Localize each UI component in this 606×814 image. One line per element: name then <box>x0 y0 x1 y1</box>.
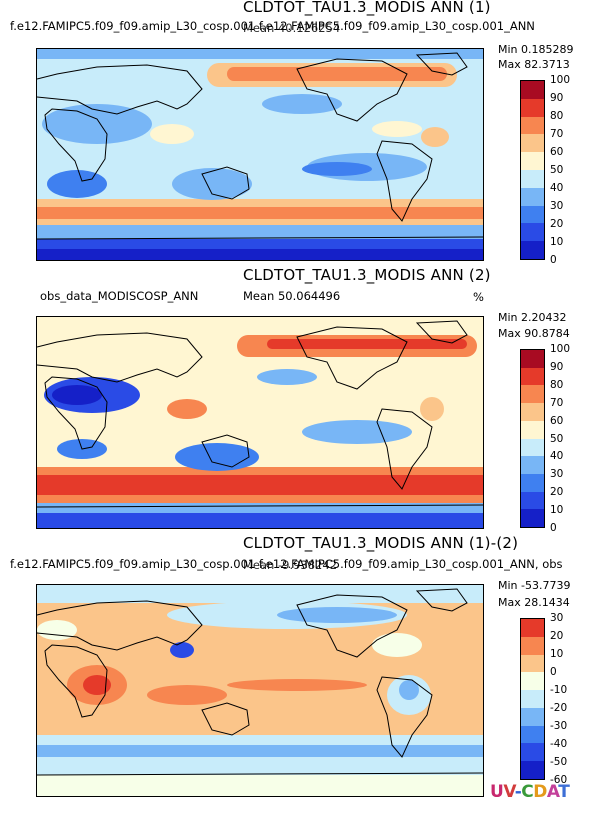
cb1-tick: 40 <box>550 182 564 194</box>
panel2-map <box>36 316 484 529</box>
panel1-colorbar: 100 90 80 70 60 50 40 30 20 10 0 <box>520 74 570 266</box>
cb3-tick: -30 <box>550 720 568 732</box>
cb3-seg <box>521 690 544 708</box>
panel1-max: Max 82.3713 <box>498 58 570 71</box>
logo-letter: A <box>546 782 559 802</box>
panel2-subtitle: obs_data_MODISCOSP_ANN <box>40 289 199 303</box>
cb2-seg <box>521 509 544 528</box>
cb2-tick: 80 <box>550 379 564 391</box>
cb1-seg <box>521 98 544 117</box>
logo-letter: - <box>514 782 522 802</box>
cb3-seg <box>521 619 544 637</box>
cb2-tick: 30 <box>550 468 564 480</box>
cb3-seg <box>521 672 544 691</box>
cb3-tick: 10 <box>550 648 564 660</box>
panel3-min: Min -53.7739 <box>498 579 571 592</box>
cb2-tick: 20 <box>550 486 564 498</box>
cb2-seg <box>521 385 544 404</box>
cb2-seg <box>521 456 544 474</box>
cb3-tick: -40 <box>550 738 568 750</box>
cb1-seg <box>521 169 544 188</box>
p1-coastlines <box>37 52 483 240</box>
cb3-seg <box>521 636 544 655</box>
logo-letter: C <box>521 782 534 802</box>
cb3-seg <box>521 725 544 744</box>
cb3-seg <box>521 707 544 726</box>
cb2-seg <box>521 438 544 457</box>
cb1-tick: 70 <box>550 128 564 140</box>
cb1-tick: 20 <box>550 218 564 230</box>
logo-letter: D <box>533 782 547 802</box>
uvcdat-logo: UV-CDAT <box>490 782 570 802</box>
cb1-tick: 50 <box>550 164 564 176</box>
panel3-max: Max 28.1434 <box>498 596 570 609</box>
panel3-map <box>36 584 484 797</box>
panel1-mean: Mean 40.126254 <box>243 21 341 35</box>
cb2-tick: 100 <box>550 343 571 355</box>
logo-letter: V <box>503 782 515 802</box>
cb1-tick: 80 <box>550 110 564 122</box>
cb1-seg <box>521 187 544 206</box>
p2-coastlines <box>37 320 483 508</box>
cb3-seg <box>521 743 544 762</box>
cb3-tick: -10 <box>550 684 568 696</box>
panel3-colorbar: 30 20 10 0 -10 -20 -30 -40 -50 -60 <box>520 612 567 786</box>
cb2-tick: 40 <box>550 450 564 462</box>
cb2-seg <box>521 350 544 368</box>
panel2-mean: Mean 50.064496 <box>243 289 341 303</box>
logo-letter: T <box>558 782 570 802</box>
panel2-title: CLDTOT_TAU1.3_MODIS ANN (2) <box>243 266 491 284</box>
panel2-colorbar-box <box>520 349 545 528</box>
panel1-colorbar-box <box>520 80 545 260</box>
cb3-seg <box>521 761 544 780</box>
cb1-seg <box>521 116 544 135</box>
panel2-max: Max 90.8784 <box>498 327 570 340</box>
cb3-tick: -20 <box>550 702 568 714</box>
cb1-seg <box>521 223 544 242</box>
cb3-tick: 0 <box>550 666 557 678</box>
cb1-tick: 30 <box>550 200 564 212</box>
cb1-tick: 100 <box>550 74 571 86</box>
cb1-tick: 90 <box>550 92 564 104</box>
cb1-tick: 0 <box>550 254 557 266</box>
panel2-colorbar: 100 90 80 70 60 50 40 30 20 10 0 <box>520 343 570 534</box>
panel1-title: CLDTOT_TAU1.3_MODIS ANN (1) <box>243 0 491 16</box>
cb1-tick: 10 <box>550 236 564 248</box>
panel2-min: Min 2.20432 <box>498 311 567 324</box>
cb1-seg <box>521 134 544 153</box>
cb3-seg <box>521 654 544 673</box>
cb2-seg <box>521 367 544 386</box>
cb1-tick: 60 <box>550 146 564 158</box>
panel3-title: CLDTOT_TAU1.3_MODIS ANN (1)-(2) <box>243 534 519 552</box>
cb2-tick: 0 <box>550 522 557 534</box>
cb2-tick: 10 <box>550 504 564 516</box>
cb1-seg <box>521 152 544 170</box>
cb3-tick: 30 <box>550 612 564 624</box>
panel3-subtitle: f.e12.FAMIPC5.f09_f09.amip_L30_cosp.001 … <box>10 557 563 571</box>
cb3-tick: -60 <box>550 774 568 786</box>
panel1-min: Min 0.185289 <box>498 43 574 56</box>
cb2-tick: 50 <box>550 433 564 445</box>
p3-coastlines <box>37 588 483 776</box>
cb3-tick: -50 <box>550 756 568 768</box>
panel3-colorbar-box <box>520 618 545 780</box>
cb2-seg <box>521 420 544 439</box>
logo-letter: U <box>490 782 504 802</box>
cb2-seg <box>521 473 544 492</box>
panel1-map <box>36 48 484 261</box>
cb2-tick: 60 <box>550 415 564 427</box>
cb1-seg <box>521 205 544 224</box>
panel2-units: % <box>473 290 484 304</box>
cb2-seg <box>521 403 544 421</box>
cb1-seg <box>521 81 544 99</box>
cb2-tick: 70 <box>550 397 564 409</box>
cb3-tick: 20 <box>550 630 564 642</box>
cb2-seg <box>521 491 544 510</box>
cb1-seg <box>521 241 544 259</box>
cb2-tick: 90 <box>550 361 564 373</box>
panel1-subtitle: f.e12.FAMIPC5.f09_f09.amip_L30_cosp.001 … <box>10 19 535 33</box>
panel3-mean: Mean -9.938242 <box>243 558 338 572</box>
